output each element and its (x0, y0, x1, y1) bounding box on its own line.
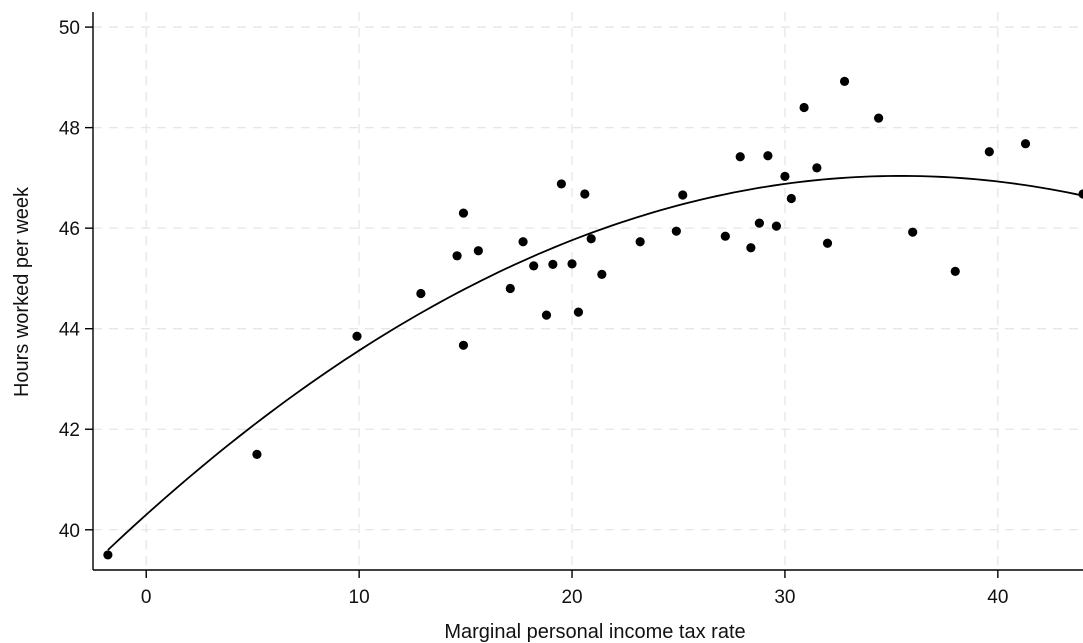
data-point (541, 310, 552, 320)
data-point (746, 243, 756, 253)
data-point (822, 238, 833, 248)
data-point (416, 288, 426, 299)
data-point (671, 226, 681, 236)
fit-curve-layer (107, 175, 1083, 551)
data-point (505, 283, 515, 294)
y-tick-label: 48 (59, 119, 80, 140)
data-point (597, 269, 607, 280)
data-points (103, 76, 1083, 560)
grid-lines (93, 12, 1083, 570)
x-tick-label: 10 (349, 587, 370, 608)
data-point (567, 259, 577, 269)
data-point (839, 76, 850, 86)
x-axis-ticks: 0 10 20 30 40 (141, 570, 1008, 608)
y-axis-title: Hours worked per week (11, 186, 33, 397)
data-point (556, 179, 566, 189)
data-point (786, 193, 796, 204)
data-point (352, 331, 362, 341)
data-point (799, 102, 809, 113)
y-tick-label: 40 (59, 521, 80, 542)
data-point (780, 171, 790, 181)
fit-curve (107, 175, 1083, 551)
data-point (529, 261, 539, 271)
data-point (1020, 139, 1031, 149)
data-point (458, 340, 469, 350)
x-tick-label: 30 (774, 587, 795, 608)
data-point (548, 259, 558, 269)
data-point (518, 237, 528, 247)
data-point (771, 221, 782, 231)
data-point (458, 208, 469, 218)
y-tick-label: 44 (59, 320, 81, 341)
data-point (473, 246, 483, 256)
y-tick-label: 50 (59, 18, 80, 39)
x-tick-label: 40 (987, 587, 1008, 608)
data-point (1078, 189, 1083, 199)
data-point (720, 231, 730, 241)
data-point (754, 218, 764, 228)
data-point (735, 152, 745, 162)
x-tick-label: 0 (141, 587, 152, 608)
data-point (635, 237, 645, 247)
data-point (580, 189, 590, 199)
x-axis-title: Marginal personal income tax rate (444, 621, 745, 643)
data-point (950, 266, 960, 276)
axes (92, 12, 1083, 571)
y-tick-label: 46 (59, 219, 80, 240)
data-point (452, 251, 462, 261)
data-point (678, 190, 688, 200)
x-tick-label: 20 (561, 587, 582, 608)
data-point (763, 151, 773, 161)
data-point (874, 113, 884, 123)
data-point (812, 163, 822, 173)
data-point (573, 307, 584, 317)
data-point (908, 227, 918, 237)
data-point (252, 449, 262, 459)
data-point (984, 147, 994, 157)
data-point (103, 550, 113, 560)
y-tick-label: 42 (59, 420, 80, 441)
y-axis-ticks: 40 42 44 46 48 50 (59, 18, 93, 542)
data-point (586, 234, 596, 244)
